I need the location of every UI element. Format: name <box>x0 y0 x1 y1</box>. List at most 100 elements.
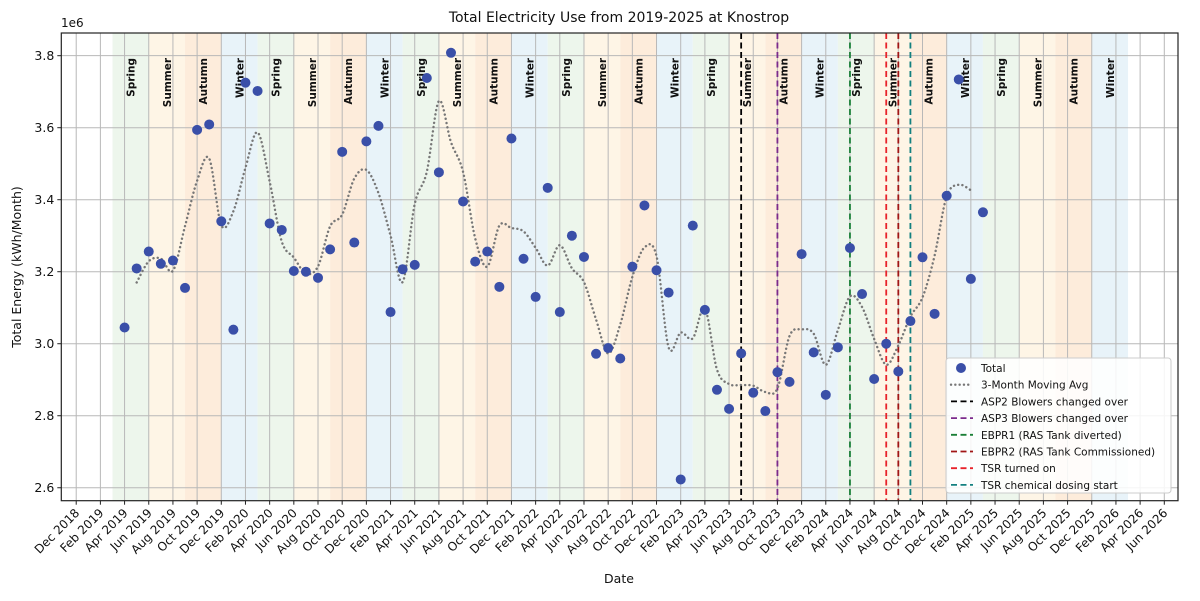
data-point <box>796 249 807 260</box>
data-point <box>325 244 336 255</box>
data-point <box>506 133 517 144</box>
data-point <box>542 182 553 193</box>
season-label: Winter <box>670 57 682 98</box>
season-band-autumn <box>910 33 947 501</box>
data-point <box>724 403 735 414</box>
season-band-spring <box>837 33 875 501</box>
season-band-winter <box>801 33 838 501</box>
season-label: Summer <box>887 57 899 107</box>
data-point <box>748 387 759 398</box>
data-point <box>337 146 348 157</box>
data-point <box>180 282 191 293</box>
plot-frame <box>60 32 1179 502</box>
moving-average-series <box>135 99 973 396</box>
season-label: Spring <box>561 58 573 97</box>
data-point <box>276 224 287 235</box>
legend: Total 3-Month Moving Avg ASP2 Blowers chan… <box>945 357 1172 494</box>
data-point <box>361 136 372 147</box>
season-band-spring <box>692 33 730 501</box>
legend-label: EBPR2 (RAS Tank Commissioned) <box>981 447 1155 459</box>
season-label: Spring <box>706 58 718 97</box>
season-band-winter <box>656 33 693 501</box>
data-point <box>627 261 638 272</box>
data-point <box>228 324 239 335</box>
season-band-autumn <box>330 33 367 501</box>
season-label: Autumn <box>198 58 210 105</box>
season-band-winter <box>511 33 548 501</box>
data-point <box>119 322 130 333</box>
data-point <box>313 272 324 283</box>
season-label: Autumn <box>1069 58 1081 105</box>
x-axis-label: Date <box>604 571 634 586</box>
data-point <box>651 265 662 276</box>
season-label: Summer <box>1032 57 1044 107</box>
y-offset-label: 1e6 <box>61 16 84 30</box>
grid-lines <box>61 33 1178 501</box>
data-point <box>784 376 795 387</box>
data-point <box>482 246 493 257</box>
season-label: Winter <box>525 57 537 98</box>
data-point <box>433 167 444 178</box>
data-point <box>591 348 602 359</box>
data-point <box>288 265 299 276</box>
season-label: Winter <box>380 57 392 98</box>
season-band-summer <box>729 33 766 501</box>
data-point <box>881 338 892 349</box>
data-point <box>711 384 722 395</box>
season-label: Spring <box>271 58 283 97</box>
season-label: Summer <box>597 57 609 107</box>
y-tick-label: 3.8 <box>34 48 54 63</box>
season-label: Autumn <box>488 58 500 105</box>
season-label: Spring <box>126 58 138 97</box>
data-point <box>300 266 311 277</box>
season-band-autumn <box>620 33 657 501</box>
legend-label: 3-Month Moving Avg <box>981 380 1088 392</box>
season-label: Winter <box>1105 57 1117 98</box>
y-axis: 2.6 2.8 3.0 3.2 3.4 3.6 3.8 <box>34 48 62 495</box>
data-point <box>421 73 432 84</box>
data-point <box>977 207 988 218</box>
y-tick-label: 2.6 <box>34 480 54 495</box>
data-point <box>687 220 698 231</box>
y-axis-label: Total Energy (kWh/Month) <box>9 186 24 349</box>
y-tick-label: 3.4 <box>34 192 54 207</box>
season-label: Spring <box>416 58 428 97</box>
data-point <box>409 259 420 270</box>
season-label: Winter <box>815 57 827 98</box>
season-label: Autumn <box>633 58 645 105</box>
season-band-summer <box>874 33 911 501</box>
data-point <box>603 343 614 354</box>
data-point <box>518 253 529 264</box>
data-point <box>204 119 215 130</box>
data-point <box>494 281 505 292</box>
legend-label: ASP3 Blowers changed over <box>981 413 1129 425</box>
season-band-spring <box>112 33 149 501</box>
data-point <box>530 291 541 302</box>
data-point <box>155 258 166 269</box>
data-point <box>869 374 880 385</box>
data-point <box>893 366 904 377</box>
data-point <box>857 289 868 300</box>
data-point <box>905 316 916 327</box>
data-point <box>615 353 626 364</box>
data-point <box>639 200 650 211</box>
data-point <box>663 287 674 298</box>
data-point <box>458 196 469 207</box>
season-label: Autumn <box>343 58 355 105</box>
data-point <box>264 218 275 229</box>
season-band-autumn <box>475 33 512 501</box>
legend-label: Total <box>980 363 1006 375</box>
y-tick-label: 3.6 <box>34 120 54 135</box>
legend-box <box>945 357 1172 494</box>
moving-average-line <box>135 99 973 396</box>
data-point <box>699 304 710 315</box>
legend-marker-total <box>956 363 966 373</box>
season-label: Spring <box>996 58 1008 97</box>
data-point <box>216 216 227 227</box>
season-band-winter <box>221 33 258 501</box>
data-point <box>397 264 408 275</box>
data-point <box>445 47 456 58</box>
legend-label: ASP2 Blowers changed over <box>981 396 1129 408</box>
season-label: Summer <box>742 57 754 107</box>
